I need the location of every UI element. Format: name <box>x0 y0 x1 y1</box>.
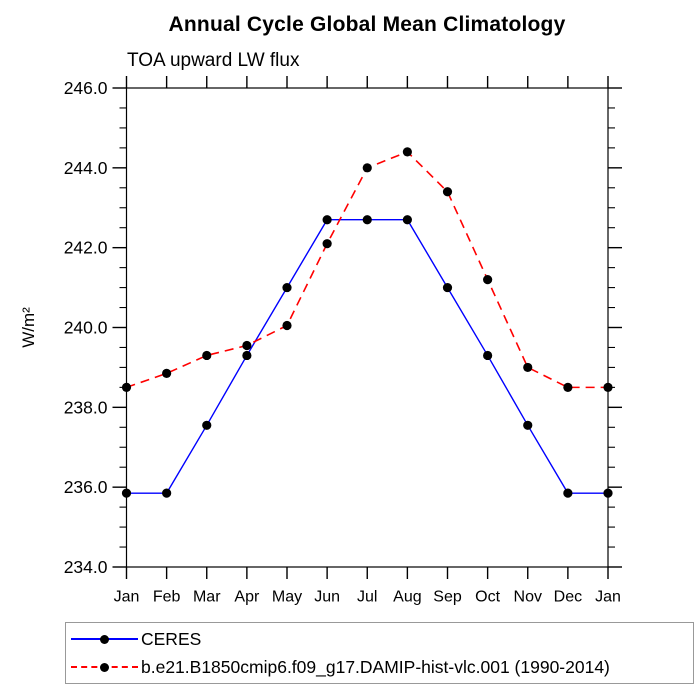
x-tick-label: Nov <box>514 589 542 606</box>
chart-subtitle: TOA upward LW flux <box>127 50 300 71</box>
model-marker-icon <box>100 662 109 672</box>
data-point-marker <box>442 282 453 293</box>
data-point-marker <box>202 350 212 361</box>
data-point-marker <box>162 488 172 498</box>
y-axis-title: W/m² <box>19 307 38 348</box>
x-tick-label: Jul <box>357 589 377 606</box>
y-tick-label: 240.0 <box>64 318 108 338</box>
x-tick-label: Aug <box>393 589 421 606</box>
data-point-marker <box>322 239 332 249</box>
plot-frame <box>125 87 609 568</box>
data-point-marker <box>282 282 292 293</box>
y-tick-label: 242.0 <box>64 238 108 258</box>
x-tick-label: Jan <box>114 589 140 606</box>
data-point-marker <box>563 488 573 498</box>
y-tick-label: 236.0 <box>64 477 108 497</box>
x-tick-label: Dec <box>554 589 582 606</box>
data-point-marker <box>483 350 493 361</box>
data-point-marker <box>242 350 252 361</box>
y-tick-label: 234.0 <box>64 557 108 577</box>
x-tick-label: Feb <box>153 589 181 606</box>
chart-title: Annual Cycle Global Mean Climatology <box>168 13 566 36</box>
data-point-marker <box>162 368 172 379</box>
legend-item-ceres: CERES <box>71 625 693 653</box>
data-point-marker <box>603 382 613 392</box>
data-point-marker <box>322 215 332 225</box>
series-line-1 <box>126 150 608 389</box>
x-tick-label: May <box>272 589 302 606</box>
x-tick-label: Oct <box>475 589 500 606</box>
y-tick-label: 244.0 <box>64 158 108 178</box>
ceres-marker-icon <box>100 634 109 644</box>
data-point-marker <box>202 420 212 430</box>
data-point-marker <box>603 488 613 498</box>
legend: CERES b.e21.B1850cmip6.f09_g17.DAMIP-his… <box>65 622 694 684</box>
data-point-marker <box>402 215 412 225</box>
legend-item-model: b.e21.B1850cmip6.f09_g17.DAMIP-hist-vlc.… <box>71 653 693 681</box>
data-point-marker <box>362 163 372 173</box>
data-point-marker <box>442 187 453 197</box>
data-point-marker <box>282 320 292 331</box>
legend-label-ceres: CERES <box>141 628 202 649</box>
data-point-marker <box>523 420 533 430</box>
series-line-0 <box>126 219 608 494</box>
data-point-marker <box>523 362 533 373</box>
y-tick-label: 246.0 <box>64 78 108 98</box>
data-point-marker <box>121 488 132 498</box>
x-tick-label: Sep <box>433 589 462 606</box>
data-point-marker <box>121 382 132 392</box>
x-tick-label: Jun <box>314 589 340 606</box>
data-point-marker <box>242 340 252 351</box>
x-tick-label: Jan <box>595 589 621 606</box>
legend-label-model: b.e21.B1850cmip6.f09_g17.DAMIP-hist-vlc.… <box>141 656 610 677</box>
data-point-marker <box>483 275 493 285</box>
x-tick-label: Apr <box>234 589 260 606</box>
data-point-marker <box>563 382 573 392</box>
x-tick-label: Mar <box>193 589 221 606</box>
data-point-marker <box>402 147 412 157</box>
y-tick-label: 238.0 <box>64 397 108 417</box>
data-point-marker <box>362 215 372 225</box>
